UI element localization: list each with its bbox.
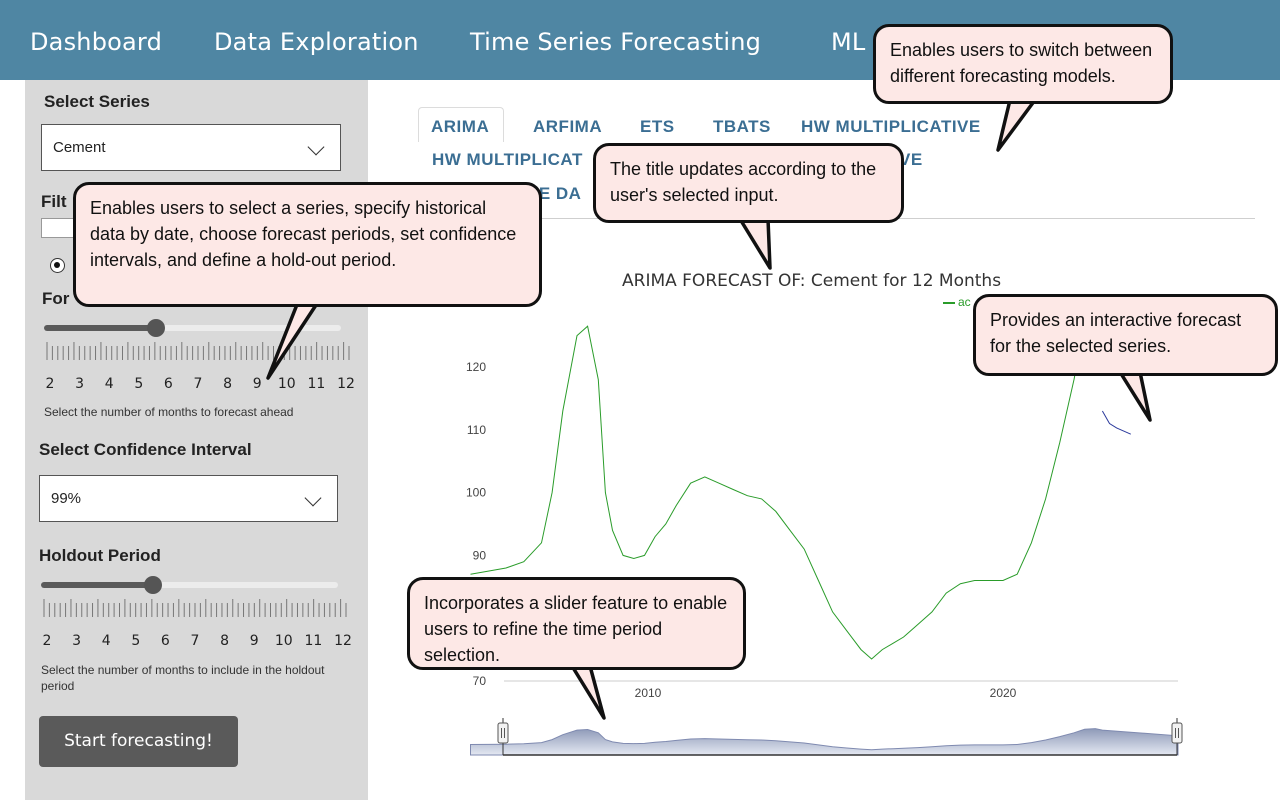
radio-button[interactable] (50, 258, 65, 273)
callout-tail-chart (1110, 370, 1152, 422)
date-filter-input[interactable] (41, 218, 81, 238)
callout-slider: Incorporates a slider feature to enable … (407, 577, 746, 670)
slider-tick-label: 5 (134, 376, 144, 392)
series-line-forecast (1101, 410, 1132, 435)
holdout-slider-track[interactable] (41, 582, 338, 588)
confidence-interval-select[interactable]: 99% (39, 475, 338, 522)
callout-tabs: Enables users to switch between differen… (873, 24, 1173, 104)
navigator-area[interactable] (470, 728, 1179, 756)
slider-tick-label: 9 (252, 376, 262, 392)
select-series-label: Select Series (44, 92, 150, 111)
slider-tick-label: 2 (42, 633, 52, 649)
y-tick-label: 90 (473, 548, 487, 562)
nav-data-exploration[interactable]: Data Exploration (214, 28, 419, 56)
callout-tail-slider (564, 664, 606, 720)
legend-label: ac (958, 295, 971, 309)
callout-title: The title updates according to the user'… (593, 143, 904, 223)
y-tick-label: 100 (466, 486, 486, 500)
slider-tick-label: 8 (220, 633, 230, 649)
slider-tick-label: 3 (75, 376, 85, 392)
slider-tick-label: 12 (334, 633, 352, 649)
slider-tick-label: 12 (337, 376, 355, 392)
slider-tick-label: 7 (190, 633, 200, 649)
active-tab-box (418, 107, 504, 142)
forecast-help-text: Select the number of months to forecast … (44, 405, 294, 419)
slider-tick-label: 6 (163, 376, 173, 392)
callout-tail-tabs (988, 98, 1037, 152)
filter-label: Filt (41, 192, 67, 211)
chart-title: ARIMA FORECAST OF: Cement for 12 Months (622, 271, 1002, 291)
chevron-down-icon (304, 489, 322, 507)
slider-tick-label: 11 (304, 633, 323, 649)
callout-chart: Provides an interactive forecast for the… (973, 294, 1278, 376)
nav-dashboard[interactable]: Dashboard (30, 28, 163, 56)
holdout-slider-fill (41, 582, 153, 588)
tab-hw-additive[interactable]: VE (899, 150, 923, 169)
x-tick-label: 2020 (990, 686, 1017, 700)
y-tick-label: 110 (467, 423, 486, 437)
slider-tick-label: 8 (223, 376, 233, 392)
tab-ets[interactable]: ETS (640, 117, 675, 136)
x-tick-label: 2010 (635, 686, 662, 700)
forecast-slider-track[interactable] (44, 325, 341, 331)
tab-hw-multiplicative[interactable]: HW MULTIPLICATIVE (801, 117, 981, 136)
y-tick-label: 70 (473, 674, 487, 688)
chart-legend[interactable]: ac (943, 295, 971, 309)
holdout-slider-handle[interactable] (144, 576, 162, 594)
slider-tick-label: 6 (160, 633, 170, 649)
confidence-select-value: 99% (51, 490, 82, 507)
callout-tail-title (731, 217, 772, 270)
holdout-help-text: Select the number of months to include i… (41, 663, 325, 693)
tab-arima[interactable]: ARIMA (431, 117, 490, 136)
slider-tick-label: 9 (249, 633, 259, 649)
legend-swatch (943, 301, 955, 304)
slider-tick-label: 5 (131, 633, 141, 649)
chevron-down-icon (307, 138, 325, 156)
navigator-right-handle[interactable] (1171, 722, 1183, 744)
slider-tick-label: 4 (101, 633, 111, 649)
forecast-periods-label: For (42, 289, 70, 308)
slider-tick-label: 11 (307, 376, 326, 392)
tab-arfima[interactable]: ARFIMA (533, 117, 603, 136)
slider-tick-label: 3 (72, 633, 82, 649)
tab-hw-multiplicative-damped[interactable]: HW MULTIPLICAT (432, 150, 583, 169)
slider-tick-label: 7 (193, 376, 203, 392)
series-select-value: Cement (53, 139, 106, 156)
confidence-interval-label: Select Confidence Interval (39, 440, 252, 459)
start-forecasting-button[interactable]: Start forecasting! (39, 716, 238, 767)
nav-time-series-forecasting[interactable]: Time Series Forecasting (470, 28, 762, 56)
holdout-slider-ticks (43, 599, 347, 617)
forecast-slider-handle[interactable] (147, 319, 165, 337)
nav-ml[interactable]: ML (831, 28, 866, 56)
y-tick-label: 120 (466, 360, 486, 374)
holdout-period-label: Holdout Period (39, 546, 161, 565)
slider-tick-label: 2 (45, 376, 55, 392)
series-select[interactable]: Cement (41, 124, 341, 171)
tab-tbats[interactable]: TBATS (713, 117, 771, 136)
navigator-left-handle[interactable] (497, 722, 509, 744)
forecast-slider-ticks (46, 342, 350, 360)
slider-tick-label: 10 (277, 376, 296, 392)
slider-tick-label: 10 (274, 633, 293, 649)
callout-inputs: Enables users to select a series, specif… (73, 182, 542, 307)
slider-tick-label: 4 (104, 376, 114, 392)
forecast-slider-fill (44, 325, 156, 331)
